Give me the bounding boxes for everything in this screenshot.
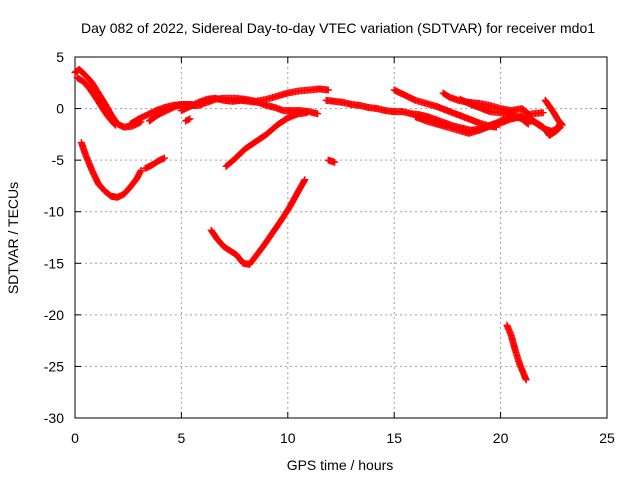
x-tick-label: 0	[71, 430, 79, 446]
x-tick-label: 20	[493, 430, 509, 446]
y-tick-label: -25	[44, 358, 64, 374]
x-tick-label: 25	[599, 430, 615, 446]
series-arc-9	[222, 109, 311, 170]
y-tick-label: 0	[56, 101, 64, 117]
plot-frame	[74, 56, 608, 419]
data-point	[324, 86, 332, 94]
axes	[74, 56, 608, 419]
series-arc-20	[503, 321, 530, 384]
series-arc-8	[141, 154, 168, 172]
data-point	[539, 109, 547, 117]
series-arc-19	[541, 96, 566, 129]
series-arc-5	[177, 94, 322, 118]
series-arc-2	[73, 74, 119, 129]
series-arc-7	[77, 139, 145, 201]
data-point	[300, 177, 308, 185]
data-point	[303, 109, 311, 117]
data-point	[111, 120, 119, 128]
y-tick-label: -5	[52, 152, 65, 168]
data-point	[557, 120, 565, 128]
series-arc-10	[324, 156, 339, 166]
x-tick-label: 15	[386, 430, 402, 446]
series-arc-4	[145, 100, 196, 125]
chart-title: Day 082 of 2022, Sidereal Day-to-day VTE…	[81, 20, 595, 36]
y-tick-label: -30	[44, 410, 64, 426]
y-tick-label: -10	[44, 204, 64, 220]
data-point	[558, 121, 566, 129]
y-axis-label: SDTVAR / TECUs	[5, 182, 21, 294]
series-arc-6	[182, 115, 194, 125]
data-point	[301, 176, 309, 184]
series-arc-3	[126, 85, 332, 128]
x-tick-label: 5	[178, 430, 186, 446]
data-point	[160, 154, 168, 162]
data-point	[314, 110, 322, 118]
x-tick-label: 10	[280, 430, 296, 446]
data-point	[555, 124, 563, 132]
data-point	[186, 115, 194, 123]
x-axis-label: GPS time / hours	[287, 457, 394, 473]
series-arc-11	[207, 176, 309, 268]
y-tick-label: -20	[44, 307, 64, 323]
data-point	[331, 158, 339, 166]
data-point	[136, 168, 144, 176]
ticks: 0 5 10 15 20 25 5 0 -5 -10 -15 -20 -25 -30	[44, 49, 615, 446]
data-point	[111, 121, 119, 129]
y-tick-label: -15	[44, 255, 64, 271]
data-point	[522, 376, 530, 384]
series-arc-18	[526, 115, 564, 139]
data-series	[71, 65, 566, 384]
y-tick-label: 5	[56, 49, 64, 65]
data-point	[137, 166, 145, 174]
